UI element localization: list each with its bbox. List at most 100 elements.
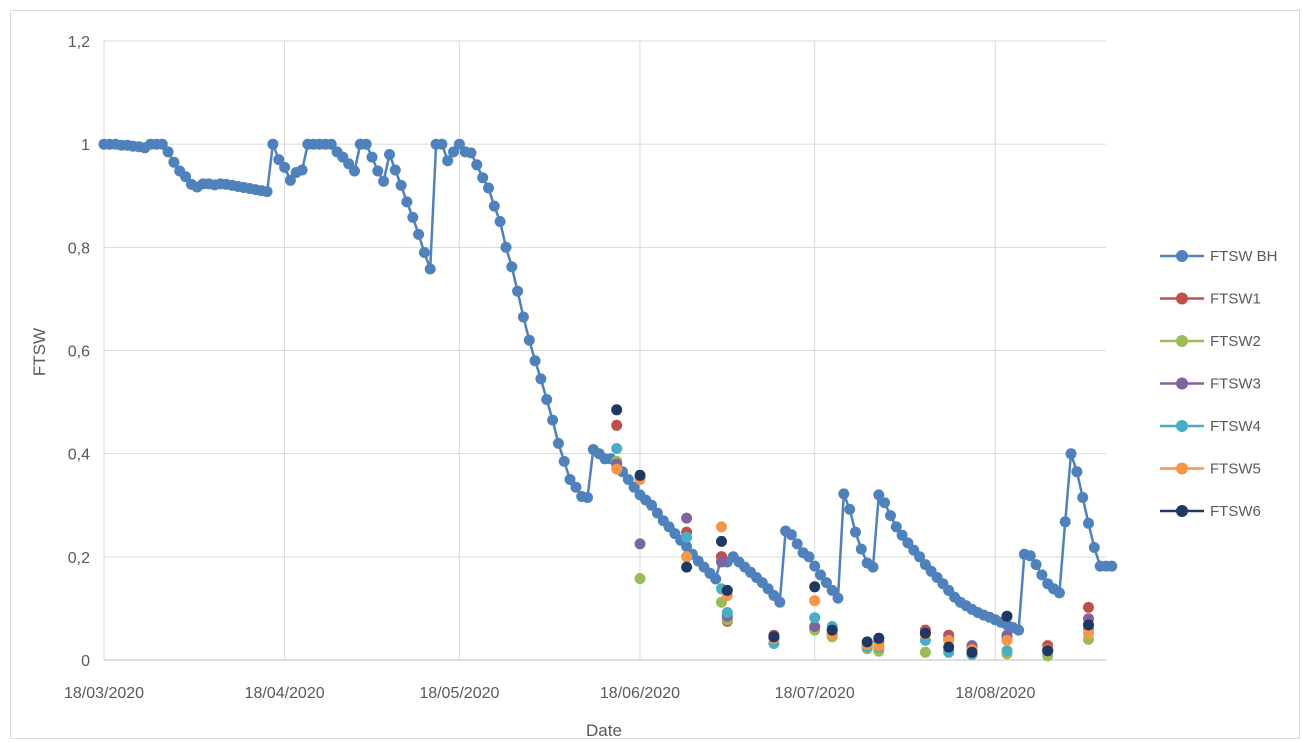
data-point <box>378 175 390 187</box>
data-point <box>407 211 419 223</box>
data-point <box>465 147 477 159</box>
series-layer <box>98 138 1118 662</box>
legend-label: FTSW4 <box>1210 418 1261 435</box>
data-point <box>838 488 850 500</box>
data-point <box>279 161 291 173</box>
data-point <box>634 538 646 550</box>
x-tick-label: 18/07/2020 <box>775 685 855 702</box>
data-point <box>826 584 838 596</box>
data-point <box>634 469 646 481</box>
data-point <box>855 543 867 555</box>
data-point <box>1106 560 1118 572</box>
data-point <box>1059 516 1071 528</box>
data-point <box>681 551 693 563</box>
data-point <box>896 529 908 541</box>
data-point <box>1030 559 1042 571</box>
data-point <box>325 138 337 150</box>
data-point <box>349 165 360 177</box>
legend-item: FTSW3 <box>1160 376 1261 393</box>
data-point <box>372 165 384 177</box>
data-point <box>424 263 436 275</box>
data-point <box>284 174 296 186</box>
data-point <box>436 138 448 150</box>
data-point <box>529 355 541 367</box>
legend-marker <box>1176 250 1188 262</box>
legend-item: FTSW6 <box>1160 503 1261 520</box>
x-tick-label: 18/05/2020 <box>419 685 499 702</box>
legend-label: FTSW5 <box>1210 461 1261 478</box>
data-point <box>471 159 483 171</box>
data-point <box>716 521 727 533</box>
data-point <box>809 621 821 632</box>
data-point <box>389 164 401 176</box>
legend-label: FTSW6 <box>1210 503 1261 520</box>
data-point <box>611 419 623 431</box>
legend-item: FTSW2 <box>1160 333 1261 350</box>
data-point <box>914 551 926 563</box>
data-point <box>156 138 168 150</box>
data-point <box>919 646 931 658</box>
y-tick-label: 0,2 <box>68 550 90 567</box>
series-ftsw-bh <box>98 138 1118 636</box>
data-point <box>809 595 821 607</box>
legend-label: FTSW1 <box>1210 291 1261 308</box>
data-point <box>861 636 873 648</box>
legend-marker <box>1176 420 1188 432</box>
data-point <box>943 641 955 653</box>
data-point <box>634 573 646 584</box>
x-axis-ticks: 18/03/2020 18/04/2020 18/05/2020 18/06/2020… <box>64 685 1035 702</box>
data-point <box>1013 624 1025 636</box>
data-point <box>162 146 174 158</box>
data-point <box>681 541 693 552</box>
data-point <box>651 507 663 519</box>
data-point <box>523 334 535 346</box>
y-tick-label: 0,4 <box>68 447 90 464</box>
data-point <box>716 535 727 547</box>
data-point <box>809 560 821 572</box>
y-tick-label: 0,6 <box>68 344 90 361</box>
data-point <box>413 228 425 240</box>
series-ftsw6 <box>611 404 1094 658</box>
data-point <box>1077 492 1089 503</box>
data-point <box>716 556 727 568</box>
data-point <box>564 474 576 485</box>
legend-marker <box>1176 505 1188 517</box>
data-point <box>1001 634 1013 646</box>
data-point <box>1065 448 1077 460</box>
data-point <box>681 531 693 543</box>
data-point <box>832 592 844 604</box>
data-point <box>453 138 465 150</box>
data-point <box>815 569 826 581</box>
data-point <box>448 146 459 158</box>
data-point <box>570 481 582 493</box>
data-point <box>611 404 623 416</box>
data-point <box>628 481 640 493</box>
data-point <box>820 577 832 589</box>
legend-item: FTSW BH <box>1160 248 1278 265</box>
data-point <box>873 489 885 501</box>
data-point <box>442 155 454 167</box>
data-point <box>622 474 634 485</box>
x-tick-label: 18/03/2020 <box>64 685 144 702</box>
data-point <box>267 138 279 150</box>
data-point <box>1083 627 1094 639</box>
data-point <box>488 200 500 212</box>
legend: FTSW BH FTSW1 FTSW2 FTSW3 FTSW4 FTSW5 FTSW6 <box>1160 248 1278 520</box>
data-point <box>360 138 372 150</box>
data-point <box>506 261 518 273</box>
y-tick-label: 1,2 <box>68 34 90 51</box>
data-point <box>418 247 430 258</box>
data-point <box>850 526 861 538</box>
data-point <box>785 529 797 541</box>
legend-marker <box>1176 292 1188 305</box>
data-point <box>966 646 978 658</box>
data-point <box>1083 601 1094 613</box>
legend-item: FTSW5 <box>1160 461 1261 478</box>
data-point <box>803 551 815 563</box>
x-tick-label: 18/08/2020 <box>955 685 1035 702</box>
data-point <box>826 624 838 636</box>
data-point <box>273 154 285 166</box>
data-point <box>1083 517 1094 529</box>
data-point <box>1001 645 1013 657</box>
legend-item: FTSW4 <box>1160 418 1261 435</box>
